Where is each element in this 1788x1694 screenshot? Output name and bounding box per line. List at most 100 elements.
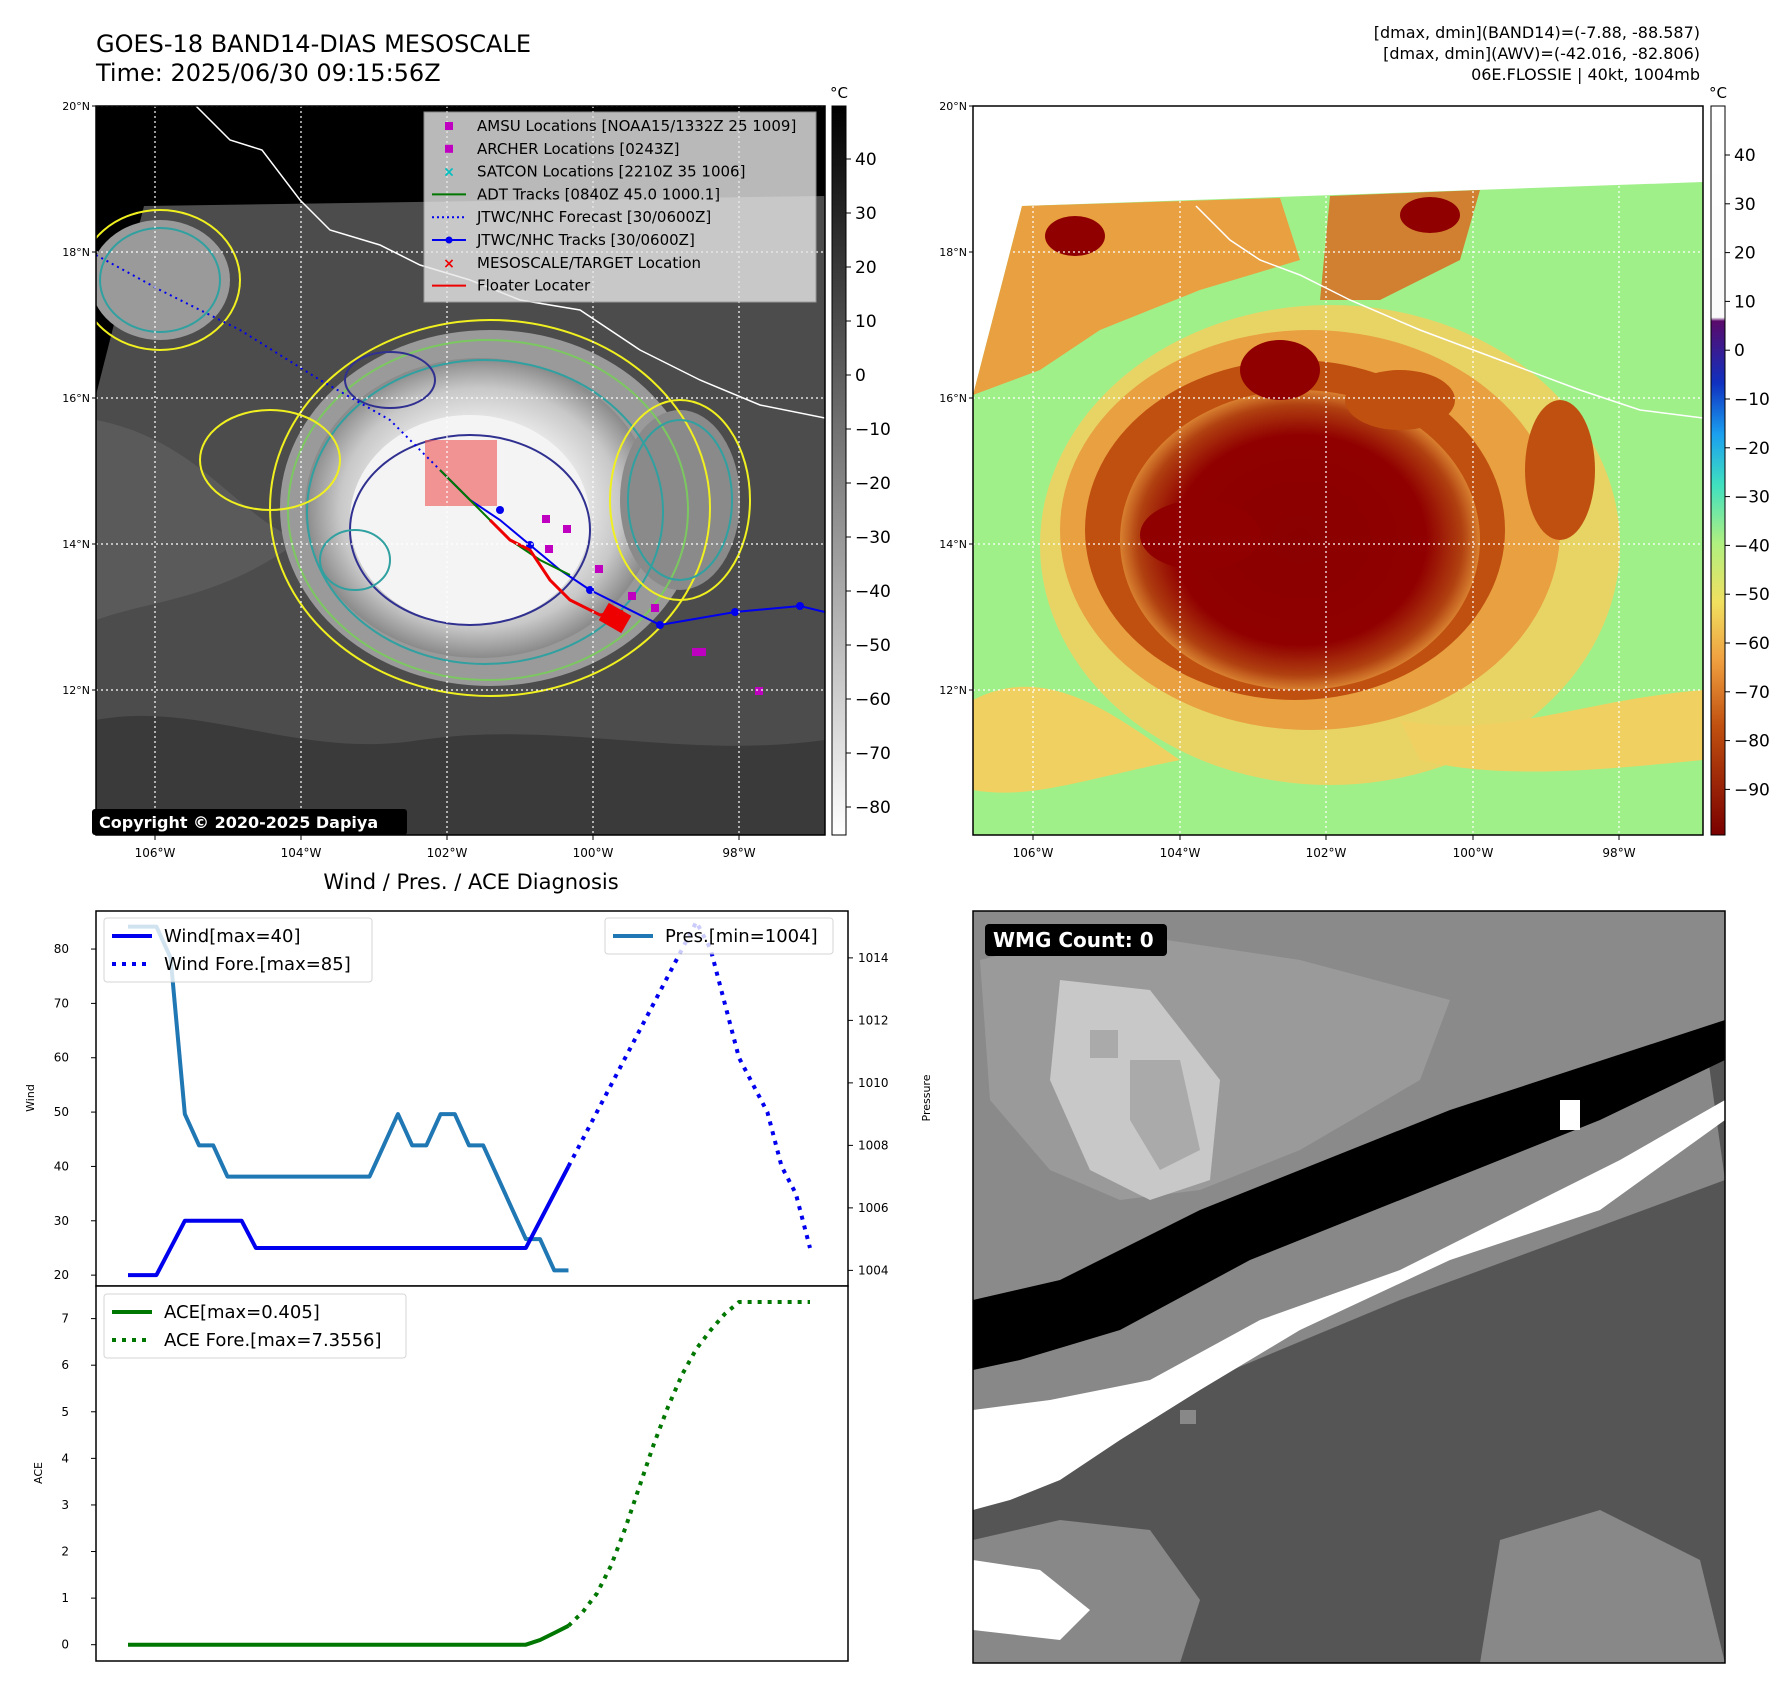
legend-label: MESOSCALE/TARGET Location <box>477 254 701 272</box>
awv-colorbar-tick-label: −50 <box>1734 585 1770 605</box>
awv-colorbar-tick-label: −10 <box>1734 390 1770 410</box>
ir-colorbar-tick-label: 40 <box>855 150 877 170</box>
ir-colorbar-tick-label: −10 <box>855 420 891 440</box>
lon-tick-label: 102°W <box>1306 846 1347 860</box>
legend-square-marker <box>445 122 453 130</box>
lat-tick-label: 20°N <box>939 100 967 113</box>
awv-colorbar-tick-label: 20 <box>1734 244 1756 264</box>
ace-ylabel: ACE <box>32 1462 45 1484</box>
lon-tick-label: 106°W <box>1013 846 1054 860</box>
lat-tick-label: 18°N <box>939 246 967 259</box>
wind-ytick-label: 70 <box>54 996 69 1010</box>
legend-label: SATCON Locations [2210Z 35 1006] <box>477 163 745 181</box>
ir-colorbar-tick-label: −20 <box>855 474 891 494</box>
ir-colorbar-tick-label: −30 <box>855 528 891 548</box>
pressure-ytick-label: 1012 <box>858 1013 889 1027</box>
chart-legend-box <box>604 917 834 955</box>
lat-tick-label: 12°N <box>939 684 967 697</box>
lat-tick-label: 16°N <box>62 392 90 405</box>
awv-map-panel: °C 403020100−10−20−30−40−50−60−70−80−90 … <box>939 84 1770 860</box>
ace-ytick-label: 4 <box>61 1451 69 1465</box>
wind-ylabel: Wind <box>24 1084 37 1112</box>
legend-label: ARCHER Locations [0243Z] <box>477 140 680 158</box>
lat-tick-label: 14°N <box>939 538 967 551</box>
pressure-ytick-label: 1006 <box>858 1201 889 1215</box>
pressure-ylabel: Pressure <box>920 1074 933 1121</box>
lon-tick-label: 102°W <box>427 846 468 860</box>
lon-tick-label: 100°W <box>573 846 614 860</box>
awv-colorbar-tick-label: −90 <box>1734 780 1770 800</box>
lat-tick-label: 16°N <box>939 392 967 405</box>
pressure-series-line <box>128 924 569 1273</box>
legend-x-marker: × <box>443 256 455 272</box>
info-band14: [dmax, dmin](BAND14)=(-7.88, -88.587) <box>1374 23 1700 42</box>
awv-colorbar-tick-label: −40 <box>1734 536 1770 556</box>
chart-legend-label: ACE Fore.[max=7.3556] <box>164 1330 382 1351</box>
lat-tick-label: 20°N <box>62 100 90 113</box>
awv-colorbar-tick-label: 30 <box>1734 195 1756 215</box>
lon-tick-label: 106°W <box>135 846 176 860</box>
ir-colorbar-tick-label: 20 <box>855 258 877 278</box>
ir-colorbar-tick-label: −40 <box>855 582 891 602</box>
ir-colorbar-tick-label: 30 <box>855 204 877 224</box>
ace-ytick-label: 2 <box>61 1545 69 1559</box>
ir-colorbar-tick-label: −70 <box>855 744 891 764</box>
map-legend <box>423 111 817 303</box>
awv-colorbar <box>1710 105 1726 836</box>
ir-colorbar-tick-label: −80 <box>855 798 891 818</box>
wmg-count-badge <box>985 924 1167 956</box>
wind-ytick-label: 80 <box>54 942 69 956</box>
legend-label: ADT Tracks [0840Z 45.0 1000.1] <box>477 185 720 203</box>
awv-colorbar-tick-label: −80 <box>1734 732 1770 752</box>
chart-legend-label: Wind Fore.[max=85] <box>164 954 351 975</box>
legend-label: JTWC/NHC Forecast [30/0600Z] <box>476 208 711 226</box>
ace-ytick-label: 7 <box>61 1312 69 1326</box>
wmg-panel: WMG Count: 0 <box>972 910 1726 1664</box>
chart-title: Wind / Pres. / ACE Diagnosis <box>323 870 618 894</box>
awv-colorbar-unit: °C <box>1709 84 1727 102</box>
ir-colorbar <box>831 105 847 836</box>
lon-tick-label: 98°W <box>1602 846 1635 860</box>
ace-series-line <box>128 1624 570 1647</box>
legend-x-marker: × <box>443 165 455 181</box>
chart-legend-box <box>103 1293 407 1359</box>
info-awv: [dmax, dmin](AWV)=(-42.016, -82.806) <box>1383 44 1700 63</box>
chart-legend-box <box>103 917 373 983</box>
lon-tick-label: 104°W <box>1160 846 1201 860</box>
lat-tick-label: 12°N <box>62 684 90 697</box>
ir-map-panel: AMSU Locations [NOAA15/1332Z 25 1009] ARC… <box>62 84 891 860</box>
ir-colorbar-tick-label: 10 <box>855 312 877 332</box>
info-storm: 06E.FLOSSIE | 40kt, 1004mb <box>1471 65 1700 84</box>
legend-square-marker <box>445 144 453 153</box>
ir-colorbar-tick-label: −60 <box>855 690 891 710</box>
lon-tick-label: 98°W <box>722 846 755 860</box>
ace-ytick-label: 5 <box>61 1405 69 1419</box>
copyright-badge <box>92 809 407 835</box>
ir-colorbar-unit: °C <box>830 84 848 102</box>
ace-forecast-series-line <box>567 1300 810 1628</box>
ace-ytick-label: 0 <box>61 1638 69 1652</box>
awv-colorbar-tick-label: −20 <box>1734 439 1770 459</box>
legend-dot-marker <box>445 236 453 244</box>
awv-colorbar-tick-label: 0 <box>1734 341 1745 361</box>
pressure-ytick-label: 1004 <box>858 1263 889 1277</box>
ace-ytick-label: 6 <box>61 1358 69 1372</box>
lon-tick-label: 104°W <box>281 846 322 860</box>
awv-colorbar-tick-label: −70 <box>1734 683 1770 703</box>
awv-colorbar-tick-label: −30 <box>1734 488 1770 508</box>
wind-ytick-label: 30 <box>54 1214 69 1228</box>
awv-colorbar-tick-label: −60 <box>1734 634 1770 654</box>
legend-label: AMSU Locations [NOAA15/1332Z 25 1009] <box>477 117 796 135</box>
copyright-text: Copyright © 2020-2025 Dapiya <box>99 813 378 832</box>
legend-label: JTWC/NHC Tracks [30/0600Z] <box>476 231 695 249</box>
chart-legend-label: ACE[max=0.405] <box>164 1302 320 1323</box>
ir-colorbar-tick-label: −50 <box>855 636 891 656</box>
figure-title: GOES-18 BAND14-DIAS MESOSCALE <box>96 30 531 58</box>
chart-legend-label: Pres.[min=1004] <box>665 926 818 947</box>
ir-colorbar-tick-label: 0 <box>855 366 866 386</box>
chart-legend-label: Wind[max=40] <box>164 926 301 947</box>
wind-ytick-label: 20 <box>54 1268 69 1282</box>
awv-colorbar-tick-label: 40 <box>1734 146 1756 166</box>
lat-tick-label: 14°N <box>62 538 90 551</box>
